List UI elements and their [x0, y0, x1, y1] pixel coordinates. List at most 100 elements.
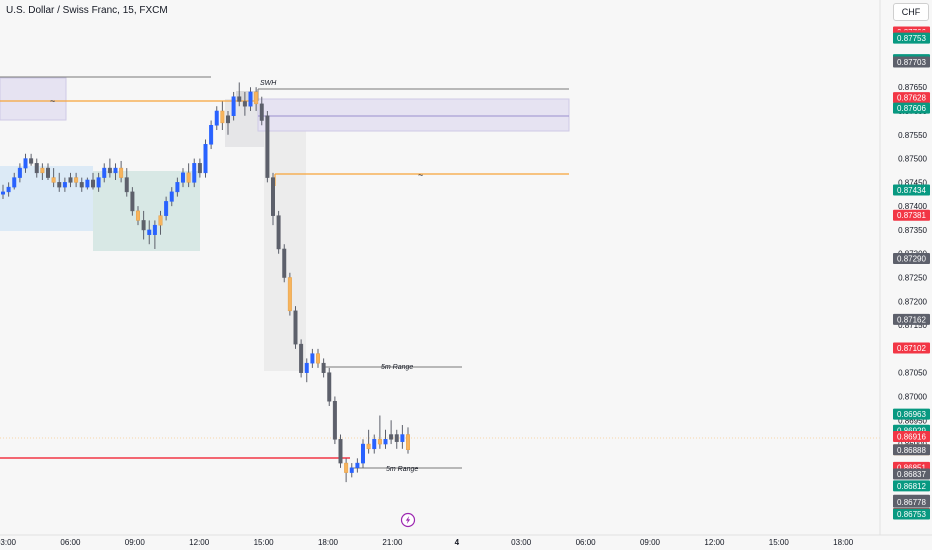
y-tick-label: 0.87050	[898, 369, 927, 378]
candle	[299, 339, 304, 378]
x-tick-label: 18:00	[318, 538, 339, 547]
candle-body	[74, 177, 79, 183]
candle	[96, 172, 101, 192]
candle	[372, 434, 377, 454]
x-tick-label: 18:00	[833, 538, 854, 547]
x-tick-label: 06:00	[576, 538, 597, 547]
candle-body	[361, 443, 365, 464]
candle	[107, 158, 112, 178]
price-label: 0.87381	[893, 209, 930, 221]
price-label-text: 0.86812	[897, 482, 926, 491]
annotation-5m-range-top: 5m Range	[381, 364, 413, 371]
candle-body	[197, 163, 202, 174]
candle	[237, 82, 242, 107]
candle-body	[304, 362, 309, 373]
candle	[51, 168, 56, 188]
price-label-text: 0.87628	[897, 94, 926, 103]
annotation-swh: SWH	[260, 80, 277, 87]
candle	[119, 160, 124, 183]
price-label-badge	[893, 496, 930, 508]
price-label-badge	[893, 444, 930, 456]
annotation-tilde-left: ~	[50, 96, 55, 106]
x-tick-label: 4	[455, 538, 460, 547]
candle-body	[366, 443, 371, 450]
candle	[17, 163, 22, 183]
candle	[366, 429, 371, 454]
candle	[316, 348, 320, 368]
candle	[6, 182, 11, 197]
price-label: 0.86753	[893, 508, 930, 520]
candle-body	[186, 172, 191, 183]
candle-body	[220, 110, 225, 124]
x-tick-label: 06:00	[60, 538, 81, 547]
price-label: 0.86888	[893, 444, 930, 456]
price-label: 0.86778	[893, 496, 930, 508]
candle	[338, 434, 343, 468]
y-tick-label: 0.87650	[898, 83, 927, 92]
price-label-text: 0.87703	[897, 58, 926, 67]
candle	[147, 220, 152, 245]
candle-body	[327, 372, 332, 402]
swh-small-box	[236, 91, 258, 101]
candle	[400, 425, 405, 449]
candle	[197, 158, 202, 178]
candle-body	[136, 210, 140, 221]
candle-body	[6, 186, 11, 193]
candle-body	[276, 215, 281, 250]
candle-body	[394, 434, 399, 442]
candle	[406, 427, 410, 454]
annotation-5m-range-bottom: 5m Range	[386, 466, 418, 473]
x-tick-label: 09:00	[640, 538, 661, 547]
candle-body	[259, 103, 264, 121]
candle	[310, 348, 315, 368]
x-tick-label: 15:00	[254, 538, 275, 547]
candle-body	[372, 439, 377, 450]
price-label-text: 0.86851	[897, 463, 926, 472]
lightning-icon[interactable]	[400, 512, 416, 528]
candle-body	[164, 201, 169, 216]
price-label-text: 0.87753	[897, 34, 926, 43]
candle-body	[158, 215, 163, 226]
candle-body	[62, 182, 67, 188]
candle	[271, 172, 275, 226]
candle-body	[316, 353, 320, 364]
candle	[209, 120, 214, 150]
price-label: 0.87753	[893, 32, 930, 44]
candle-body	[40, 167, 45, 174]
candle-body	[209, 125, 214, 145]
candle	[1, 184, 5, 200]
candle-body	[344, 462, 349, 473]
chart-title: U.S. Dollar / Swiss Franc, 15, FXCM	[6, 5, 168, 16]
candle-body	[332, 400, 337, 440]
price-label-text: 0.87290	[897, 254, 926, 263]
y-tick-label: 0.87550	[898, 131, 927, 140]
zone-left-teal	[93, 171, 200, 251]
candle	[164, 196, 169, 221]
candle	[23, 153, 28, 173]
candle-body	[113, 167, 118, 174]
candle-body	[91, 179, 95, 188]
candle	[203, 139, 208, 178]
candle-body	[85, 179, 90, 188]
candle	[394, 429, 399, 449]
candle-body	[377, 439, 382, 445]
candle	[74, 172, 79, 188]
candle	[276, 210, 281, 254]
candle-body	[287, 277, 292, 312]
candle-body	[242, 101, 247, 107]
price-label: 0.87434	[893, 184, 930, 196]
price-label-text: 0.86837	[897, 470, 926, 479]
candle-body	[147, 229, 152, 235]
candle	[12, 172, 17, 190]
candle	[113, 163, 118, 180]
candle	[91, 172, 95, 190]
price-label-text: 0.86778	[897, 498, 926, 507]
candle	[29, 153, 34, 166]
price-label: 0.87606	[893, 102, 930, 114]
currency-button[interactable]: CHF	[893, 3, 929, 21]
y-tick-label: 0.87350	[898, 226, 927, 235]
x-tick-label: 09:00	[125, 538, 146, 547]
candle-body	[46, 167, 50, 178]
